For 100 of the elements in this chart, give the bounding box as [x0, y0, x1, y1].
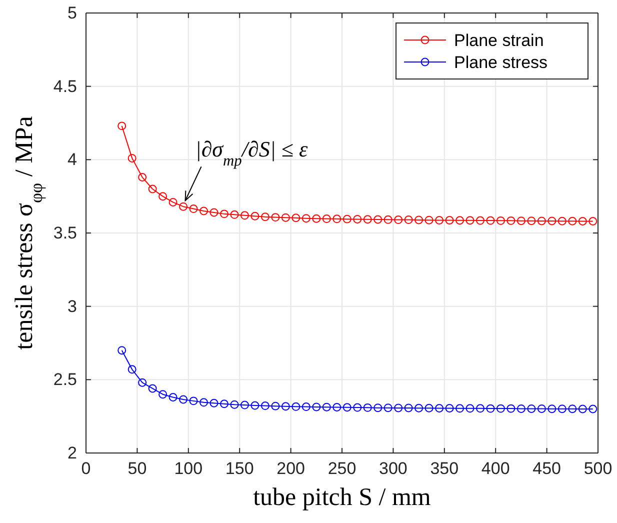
point [537, 216, 546, 226]
point [292, 214, 300, 222]
point [220, 400, 228, 408]
x-tick-label: 200 [276, 459, 305, 478]
point [353, 214, 362, 224]
point [558, 216, 566, 226]
y-tick-label: 2.5 [53, 370, 77, 390]
point [374, 215, 382, 224]
y-tick-label: 3.5 [53, 223, 77, 242]
point [424, 404, 434, 412]
x-tick-label: 500 [584, 459, 612, 478]
point [189, 396, 198, 406]
point [148, 184, 157, 194]
annotation: |∂σ$_{mp}$/∂S| ≤ ε [195, 136, 308, 170]
point [118, 122, 126, 130]
point [353, 403, 362, 412]
point [486, 404, 495, 413]
point [496, 404, 505, 413]
point [506, 404, 516, 413]
x-tick-label: 450 [532, 459, 561, 478]
point [250, 212, 260, 220]
y-tick-label: 4.5 [53, 76, 77, 96]
point [527, 404, 536, 413]
point [548, 404, 556, 414]
point [312, 402, 321, 412]
point [568, 216, 577, 226]
point [363, 403, 372, 412]
point [435, 404, 444, 412]
point [568, 404, 577, 414]
point [527, 216, 536, 226]
point [588, 217, 598, 226]
y-tick-label: 4 [68, 150, 77, 170]
point [128, 154, 136, 162]
point [445, 216, 454, 224]
point [200, 206, 208, 216]
point [230, 210, 239, 219]
point [394, 216, 403, 224]
legend-label: Plane stress [454, 53, 548, 72]
x-tick-label: 150 [225, 459, 254, 478]
point [363, 215, 372, 224]
point [424, 216, 434, 224]
point [189, 204, 198, 214]
point [456, 404, 464, 413]
x-axis-title: tube pitch S / mm [253, 484, 432, 511]
legend-label: Plane strain [454, 31, 544, 50]
point [516, 216, 526, 226]
x-tick-label: 0 [81, 459, 91, 478]
y-tick-label: 5 [68, 3, 77, 22]
point [158, 192, 168, 201]
point [322, 214, 331, 224]
x-tick-label: 250 [328, 459, 356, 478]
point [281, 213, 290, 222]
point [445, 404, 454, 412]
point [138, 173, 147, 182]
point [342, 403, 352, 412]
y-tick-label: 3 [68, 296, 77, 316]
x-tick-label: 400 [481, 459, 510, 478]
point [384, 215, 392, 224]
x-tick-label: 300 [379, 459, 408, 478]
point [404, 216, 413, 224]
point [548, 216, 556, 226]
point [230, 400, 239, 409]
point [168, 393, 178, 402]
point [506, 216, 516, 225]
point [332, 403, 342, 412]
point [302, 402, 310, 412]
point [158, 390, 168, 399]
point [240, 400, 249, 410]
point [588, 404, 598, 414]
point [342, 214, 352, 224]
point [404, 404, 413, 412]
point [476, 404, 484, 413]
point [292, 402, 300, 411]
point [220, 210, 228, 218]
point [374, 404, 382, 412]
point [302, 214, 310, 223]
point [486, 216, 495, 225]
point [260, 402, 270, 410]
point [414, 216, 424, 224]
point [210, 398, 218, 408]
point [250, 401, 260, 410]
point [466, 404, 474, 413]
y-tick-label: 2 [68, 443, 77, 462]
point [271, 213, 280, 222]
point [384, 404, 392, 412]
point [516, 404, 526, 413]
x-tick-label: 350 [430, 459, 459, 478]
point [476, 216, 484, 225]
point [466, 216, 474, 225]
point [148, 384, 157, 393]
point [200, 398, 208, 407]
point [210, 208, 218, 217]
point [558, 404, 566, 414]
point [260, 212, 270, 222]
point [138, 378, 147, 387]
point [394, 404, 403, 412]
point [118, 346, 126, 355]
x-tick-label: 100 [174, 459, 203, 478]
x-tick-label: 50 [128, 459, 147, 478]
point [179, 395, 188, 404]
